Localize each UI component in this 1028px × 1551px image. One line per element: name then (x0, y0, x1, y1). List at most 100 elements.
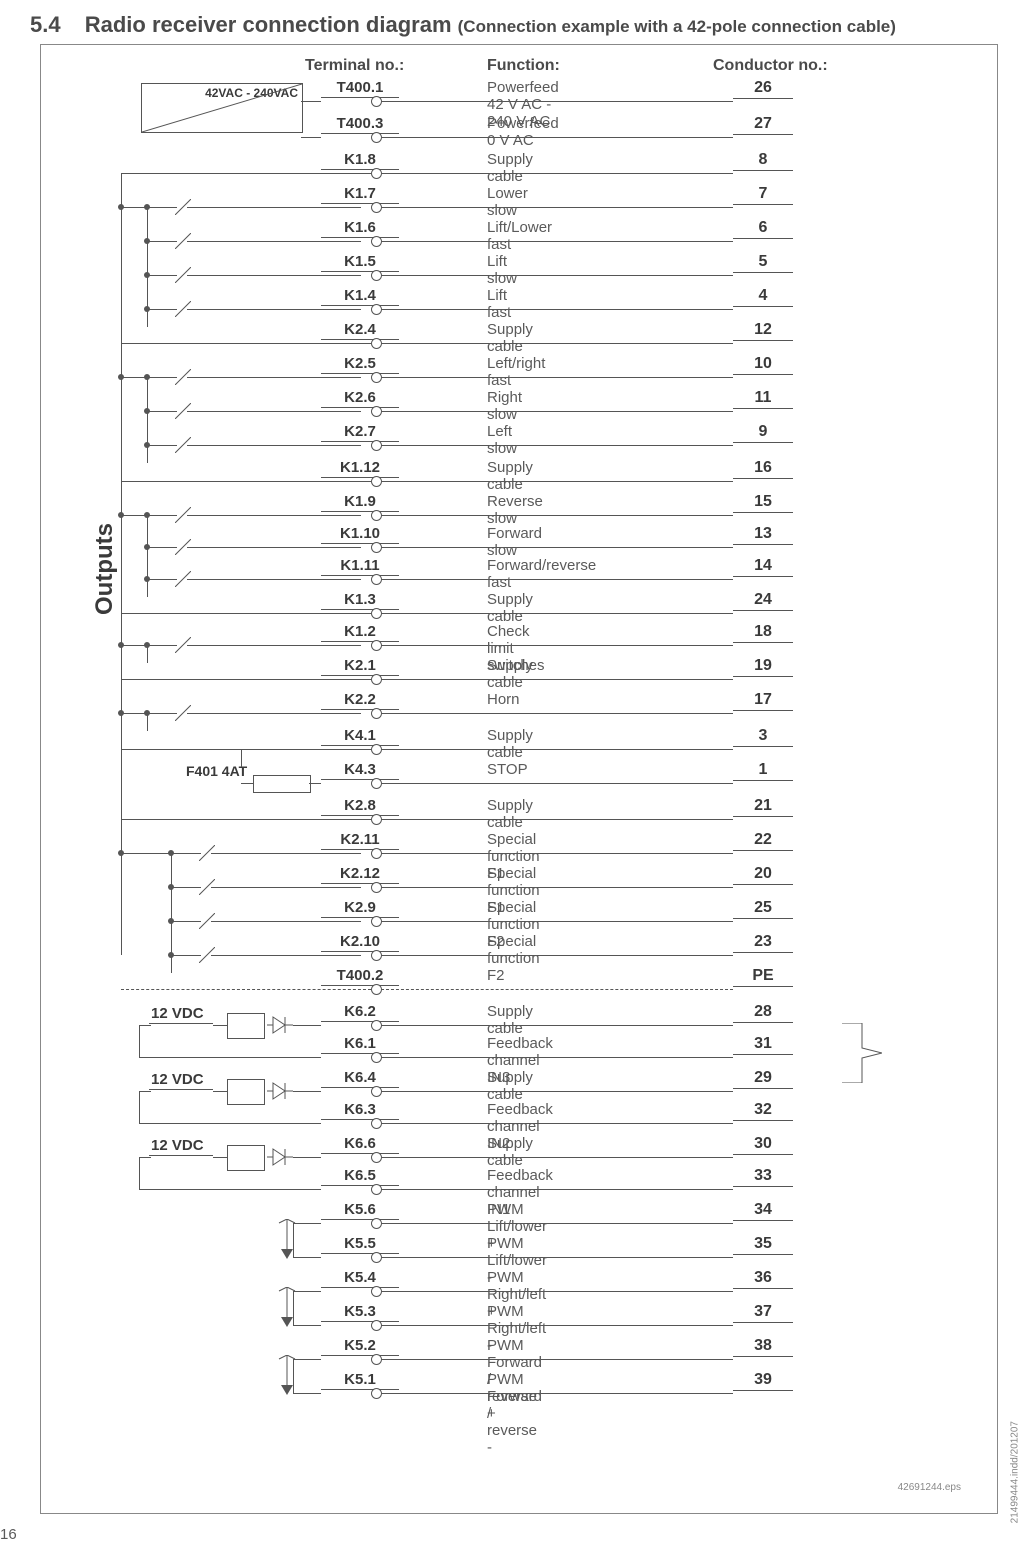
section-subtitle: (Connection example with a 42-pole conne… (458, 17, 896, 36)
contact-icon (175, 403, 191, 419)
wire-segment (139, 1057, 321, 1058)
wire-segment (309, 783, 321, 784)
powerbox: 42VAC - 240VAC (141, 83, 303, 133)
conductor-label: PE (733, 967, 793, 987)
wire-segment (213, 1091, 227, 1092)
wire-segment (211, 955, 361, 956)
conductor-label: 22 (733, 831, 793, 851)
wire-line (381, 749, 733, 750)
conductor-label: 10 (733, 355, 793, 375)
junction-dot (118, 642, 124, 648)
wire-segment (241, 783, 253, 784)
contact-icon (175, 301, 191, 317)
wire-segment (121, 819, 371, 820)
terminal-label: K6.1 (321, 1035, 399, 1054)
wire-line (381, 679, 733, 680)
wire-segment (293, 1257, 321, 1258)
wire-line (381, 713, 733, 714)
diode-icon (267, 1013, 293, 1042)
wire-segment (301, 101, 321, 102)
conductor-label: 8 (733, 151, 793, 171)
conductor-label: 25 (733, 899, 793, 919)
contact-icon (175, 199, 191, 215)
wire-line (381, 481, 733, 482)
indd-ref: 21499444.indd/201207 (1009, 1421, 1020, 1523)
wire-line (381, 547, 733, 548)
terminal-label: K4.1 (321, 727, 399, 746)
outputs-label: Outputs (91, 523, 119, 615)
conductor-label: 38 (733, 1337, 793, 1357)
wire-segment (147, 275, 177, 276)
wire-segment (187, 579, 361, 580)
conductor-label: 27 (733, 115, 793, 135)
terminal-label: K1.7 (321, 185, 399, 204)
wire-line (381, 853, 733, 854)
wire-line (381, 989, 733, 990)
conductor-label: 5 (733, 253, 793, 273)
conductor-label: 3 (733, 727, 793, 747)
wire-segment (171, 853, 201, 854)
terminal-label: K2.12 (321, 865, 399, 884)
conductor-label: 28 (733, 1003, 793, 1023)
wire-segment (121, 989, 371, 990)
wire-line (381, 1223, 733, 1224)
terminal-label: K1.8 (321, 151, 399, 170)
terminal-label: T400.3 (321, 115, 399, 134)
conductor-label: 24 (733, 591, 793, 611)
terminal-label: K5.2 (321, 1337, 399, 1356)
wire-segment (121, 749, 122, 783)
wire-segment (211, 887, 361, 888)
terminal-label: K1.6 (321, 219, 399, 238)
vdc-label: 12 VDC (151, 1005, 204, 1022)
terminal-label: K2.10 (321, 933, 399, 952)
conductor-label: 15 (733, 493, 793, 513)
terminal-label: K1.2 (321, 623, 399, 642)
function-label: Left slow (487, 423, 517, 457)
wire-line (381, 921, 733, 922)
contact-icon (175, 233, 191, 249)
junction-dot (118, 204, 124, 210)
wire-line (381, 1057, 733, 1058)
wire-line (381, 1025, 733, 1026)
function-label: STOP (487, 761, 528, 778)
terminal-label: K6.4 (321, 1069, 399, 1088)
wire-segment (139, 1157, 151, 1158)
terminal-label: K2.9 (321, 899, 399, 918)
terminal-label: K2.6 (321, 389, 399, 408)
wire-segment (293, 1223, 321, 1224)
junction-dot (118, 850, 124, 856)
contact-icon (175, 507, 191, 523)
section-title-text: Radio receiver connection diagram (85, 12, 452, 37)
function-label: Lift fast (487, 287, 511, 321)
wire-segment (293, 1359, 321, 1360)
contact-icon (175, 539, 191, 555)
wire-segment (121, 853, 171, 854)
wire-segment (121, 679, 371, 680)
wire-segment (187, 309, 361, 310)
wire-segment (147, 515, 177, 516)
wire-segment (211, 853, 361, 854)
function-label: Horn (487, 691, 520, 708)
input-bracket (842, 1023, 882, 1083)
conductor-label: 11 (733, 389, 793, 409)
diode-icon (267, 1079, 293, 1108)
wire-segment (121, 173, 371, 174)
pwm-pair-icon (277, 1219, 297, 1266)
wire-line (381, 377, 733, 378)
conductor-label: 21 (733, 797, 793, 817)
contact-icon (199, 879, 215, 895)
page-number: 16 (0, 1526, 17, 1543)
function-label: Right slow (487, 389, 522, 423)
wire-segment (187, 207, 361, 208)
terminal-label: T400.1 (321, 79, 399, 98)
contact-icon (175, 705, 191, 721)
wire-segment (139, 1091, 140, 1123)
wire-segment (241, 749, 242, 767)
wire-line (381, 207, 733, 208)
conductor-label: 18 (733, 623, 793, 643)
wire-line (381, 1359, 733, 1360)
wire-segment (213, 1025, 227, 1026)
junction-dot (118, 374, 124, 380)
conductor-label: 13 (733, 525, 793, 545)
wire-line (381, 783, 733, 784)
